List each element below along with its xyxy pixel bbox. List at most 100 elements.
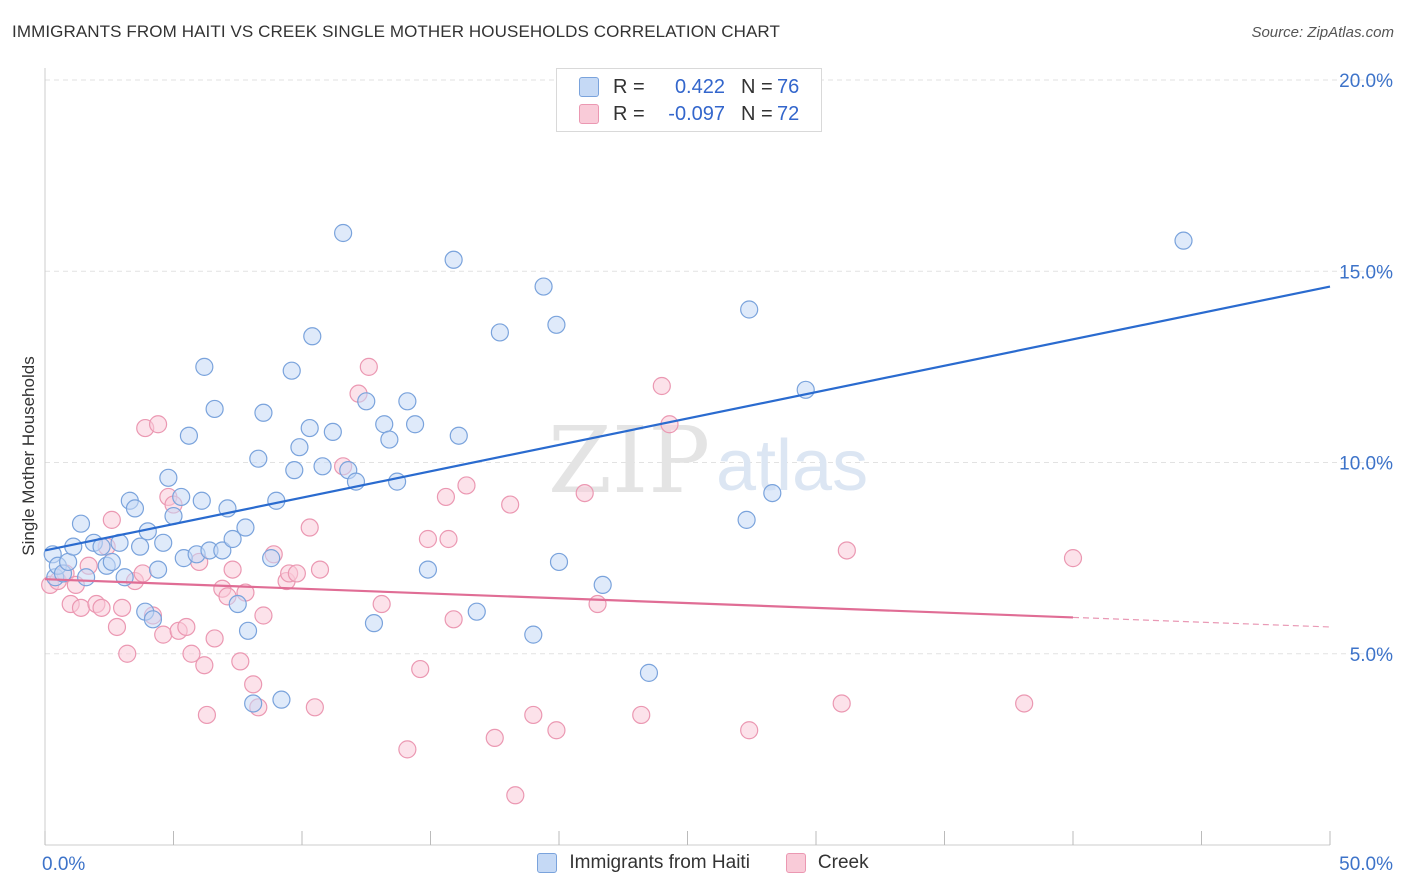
series-legend-label: Creek	[817, 852, 869, 873]
series-legend: Immigrants from Haiti Creek	[0, 852, 1406, 874]
haiti-point	[192, 491, 211, 510]
legend-row-creek: R = -0.097 N = 72	[579, 102, 799, 126]
creek-point	[177, 617, 196, 637]
creek-point	[92, 598, 111, 617]
creek-point	[133, 564, 152, 583]
creek-point	[1063, 549, 1083, 568]
creek-point	[524, 705, 543, 725]
creek-point	[832, 694, 851, 713]
haiti-point	[375, 415, 394, 434]
creek-point	[501, 495, 520, 514]
haiti-point	[398, 392, 417, 411]
creek-point	[372, 594, 391, 614]
haiti-point	[272, 690, 291, 709]
x-tick-label: 0.0%	[42, 854, 85, 875]
creek-point	[197, 705, 217, 725]
series-legend-creek: Creek	[785, 852, 869, 874]
legend-r-value: 0.422	[674, 75, 725, 98]
haiti-point	[262, 549, 281, 568]
watermark: ZIP atlas	[548, 407, 868, 514]
watermark-atlas: atlas	[716, 426, 868, 506]
haiti-point	[71, 514, 91, 533]
haiti-point	[249, 449, 268, 468]
legend-n-label: N =	[741, 75, 773, 98]
creek-point	[837, 541, 856, 560]
haiti-points	[43, 223, 1193, 713]
haiti-point	[534, 277, 553, 296]
series-swatch-haiti	[537, 853, 558, 873]
legend-row-haiti: R = 0.422 N = 76	[579, 75, 799, 99]
series-legend-label: Immigrants from Haiti	[569, 852, 750, 873]
legend-r-value: -0.097	[668, 102, 725, 125]
creek-point	[300, 518, 319, 537]
haiti-point	[236, 518, 255, 537]
creek-point	[287, 564, 306, 583]
haiti-point	[313, 457, 332, 476]
chart-title: IMMIGRANTS FROM HAITI VS CREEK SINGLE MO…	[12, 22, 780, 41]
haiti-point	[490, 323, 509, 342]
creek-point	[398, 740, 417, 759]
haiti-point	[1174, 231, 1193, 250]
haiti-point	[300, 418, 319, 438]
creek-point	[439, 529, 458, 549]
haiti-point	[405, 415, 425, 434]
creek-trend-extension	[1072, 616, 1331, 628]
source-label: Source: ZipAtlas.com	[1251, 24, 1394, 41]
creek-point	[231, 652, 250, 671]
haiti-trend-line	[44, 285, 1331, 552]
creek-point	[547, 721, 566, 740]
haiti-point	[59, 552, 78, 572]
haiti-point	[195, 357, 214, 376]
creek-point	[148, 415, 168, 434]
creek-point	[588, 594, 607, 614]
haiti-point	[213, 541, 232, 560]
y-tick-label: 5.0%	[1350, 645, 1393, 666]
creek-point	[575, 484, 594, 503]
y-tick-label: 10.0%	[1339, 454, 1393, 475]
haiti-point	[290, 438, 309, 457]
creek-point	[254, 606, 273, 625]
legend-swatch-haiti	[579, 77, 599, 97]
haiti-point	[737, 510, 756, 529]
legend-n-label: N =	[741, 102, 773, 125]
creek-point	[506, 786, 525, 805]
haiti-point	[524, 625, 543, 644]
haiti-point	[303, 327, 322, 346]
series-swatch-creek	[785, 853, 806, 873]
haiti-point	[334, 223, 353, 243]
haiti-point	[418, 560, 438, 579]
creek-point	[632, 705, 651, 725]
haiti-point	[357, 392, 376, 411]
axes	[44, 68, 1331, 846]
haiti-point	[444, 250, 463, 269]
correlation-legend: R = 0.422 N = 76 R = -0.097 N = 72	[556, 68, 822, 132]
haiti-point	[740, 300, 759, 319]
haiti-point	[172, 487, 191, 507]
watermark-zip: ZIP	[548, 407, 710, 514]
creek-point	[411, 659, 430, 679]
haiti-point	[380, 430, 399, 449]
haiti-point	[154, 533, 173, 552]
haiti-point	[763, 484, 782, 503]
haiti-point	[205, 399, 224, 419]
haiti-point	[130, 537, 150, 556]
x-tick-label: 50.0%	[1339, 854, 1393, 875]
haiti-point	[323, 422, 342, 441]
creek-point	[112, 598, 132, 617]
series-legend-haiti: Immigrants from Haiti	[537, 852, 750, 874]
creek-point	[444, 610, 463, 629]
haiti-point	[254, 403, 273, 422]
creek-point	[244, 675, 263, 694]
y-tick-label: 20.0%	[1339, 71, 1393, 92]
legend-swatch-creek	[579, 104, 599, 124]
haiti-point	[223, 529, 242, 549]
haiti-point	[77, 568, 96, 587]
creek-point	[154, 625, 173, 644]
tick-labels: 5.0% 10.0% 15.0% 20.0% 0.0% 50.0%	[42, 71, 1393, 875]
y-tick-label: 15.0%	[1339, 262, 1393, 283]
creek-point	[223, 560, 242, 579]
haiti-point	[285, 461, 304, 480]
legend-r-label: R =	[613, 102, 645, 125]
haiti-point	[179, 426, 199, 445]
